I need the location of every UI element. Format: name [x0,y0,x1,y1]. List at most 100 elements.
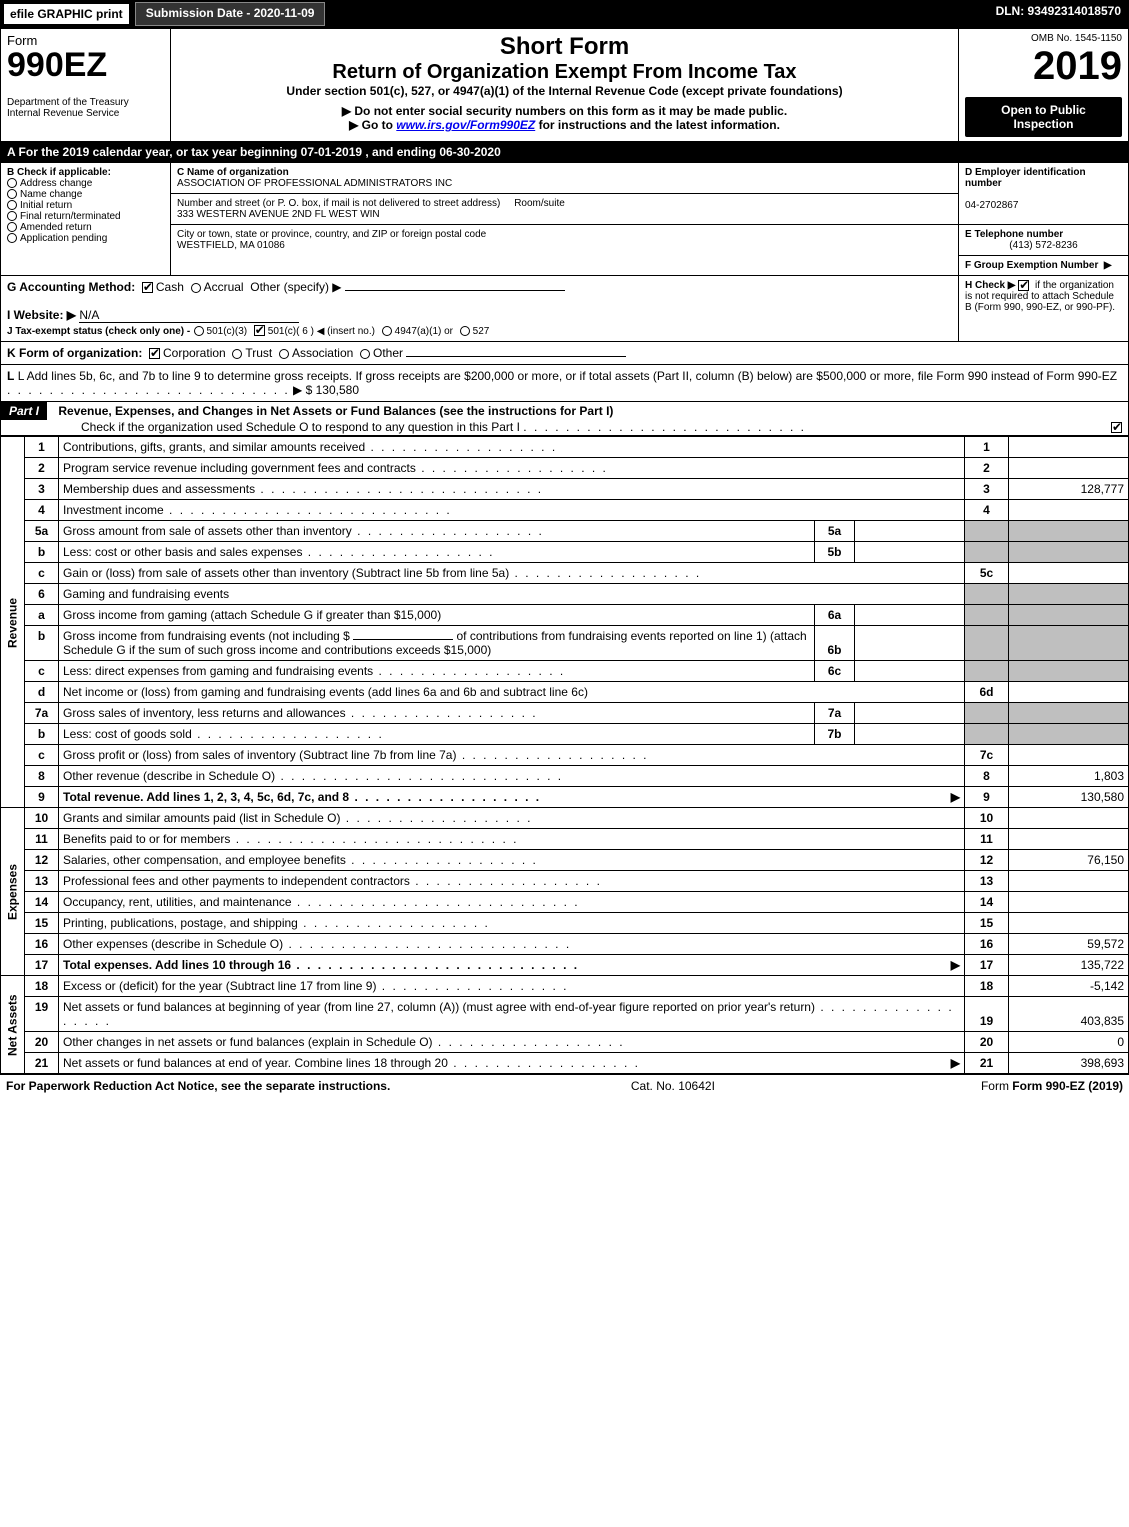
radio-501c3[interactable] [194,326,204,336]
under-section: Under section 501(c), 527, or 4947(a)(1)… [177,84,952,98]
line-16-rnum: 16 [965,934,1009,955]
part-i-schedule-o-check[interactable] [1111,422,1122,433]
check-final-return[interactable] [7,211,17,221]
line-5c-val [1009,563,1129,584]
line-7b-sval [855,724,965,745]
line-7a-snum: 7a [815,703,855,724]
street-label: Number and street (or P. O. box, if mail… [177,198,500,209]
line-5b-desc: Less: cost or other basis and sales expe… [63,545,495,559]
room-suite-label: Room/suite [514,198,565,209]
line-9-num: 9 [25,787,59,808]
part-i-check-text: Check if the organization used Schedule … [1,420,520,434]
other-org-input[interactable] [406,356,626,357]
check-name-change[interactable] [7,189,17,199]
address-change-label: Address change [20,178,92,189]
name-change-label: Name change [20,189,82,200]
check-trust[interactable] [232,349,242,359]
check-address-change[interactable] [7,178,17,188]
line-6a-rgray [965,605,1009,626]
part-i-heading: Revenue, Expenses, and Changes in Net As… [50,404,613,418]
c-name-label: C Name of organization [177,167,289,178]
501c3-label: 501(c)(3) [207,326,248,337]
line-20-num: 20 [25,1032,59,1053]
goto-line: ▶ Go to www.irs.gov/Form990EZ for instru… [177,118,952,132]
line-19-desc: Net assets or fund balances at beginning… [63,1000,954,1028]
radio-4947[interactable] [382,326,392,336]
line-6d-desc: Net income or (loss) from gaming and fun… [59,682,965,703]
h-checkbox[interactable] [1018,280,1029,291]
line-5b-rgray [965,542,1009,563]
check-corporation[interactable] [149,348,160,359]
line-21-num: 21 [25,1053,59,1074]
goto-suffix: for instructions and the latest informat… [539,118,780,132]
line-7a-num: 7a [25,703,59,724]
initial-return-label: Initial return [20,200,72,211]
line-13-num: 13 [25,871,59,892]
line-10-rnum: 10 [965,808,1009,829]
website-value: N/A [79,308,299,323]
line-6d-val [1009,682,1129,703]
line-18-val: -5,142 [1009,976,1129,997]
accrual-label: Accrual [204,280,244,294]
f-arrow: ▶ [1104,260,1112,271]
part-i-table: Revenue 1 Contributions, gifts, grants, … [0,436,1129,1074]
submission-date-badge: Submission Date - 2020-11-09 [135,2,326,26]
k-label: K Form of organization: [7,346,142,360]
check-accrual[interactable] [191,283,201,293]
form-table: Form 990EZ Short Form Return of Organiza… [0,28,1129,436]
phone-value: (413) 572-8236 [965,240,1122,251]
efile-print-button[interactable]: efile GRAPHIC print [2,2,131,26]
line-1-rnum: 1 [965,437,1009,458]
i-website-label: I Website: ▶ [7,308,76,322]
e-phone-label: E Telephone number [965,229,1063,240]
line-15-desc: Printing, publications, postage, and shi… [63,916,490,930]
short-form-title: Short Form [177,33,952,61]
line-7b-snum: 7b [815,724,855,745]
line-7a-rvgray [1009,703,1129,724]
dln-label: DLN: 93492314018570 [988,0,1129,28]
l-text: L Add lines 5b, 6c, and 7b to line 9 to … [18,369,1117,383]
line-6b-blank[interactable] [353,639,453,640]
line-6c-desc: Less: direct expenses from gaming and fu… [63,664,565,678]
application-pending-label: Application pending [20,233,107,244]
check-other-org[interactable] [360,349,370,359]
line-6a-desc: Gross income from gaming (attach Schedul… [59,605,815,626]
line-9-rnum: 9 [965,787,1009,808]
radio-501c[interactable] [254,325,265,336]
line-7a-sval [855,703,965,724]
check-application-pending[interactable] [7,233,17,243]
line-18-desc: Excess or (deficit) for the year (Subtra… [63,979,568,993]
other-specify-label: Other (specify) ▶ [250,280,341,294]
top-bar: efile GRAPHIC print Submission Date - 20… [0,0,1129,28]
line-11-rnum: 11 [965,829,1009,850]
irs-link[interactable]: www.irs.gov/Form990EZ [396,118,535,132]
line-7b-desc: Less: cost of goods sold [63,727,384,741]
line-3-desc: Membership dues and assessments [63,482,543,496]
line-3-val: 128,777 [1009,479,1129,500]
line-2-desc: Program service revenue including govern… [63,461,608,475]
line-7c-val [1009,745,1129,766]
check-association[interactable] [279,349,289,359]
line-13-rnum: 13 [965,871,1009,892]
line-17-val: 135,722 [1009,955,1129,976]
radio-527[interactable] [460,326,470,336]
amended-return-label: Amended return [20,222,92,233]
check-cash[interactable] [142,282,153,293]
line-7b-rgray [965,724,1009,745]
expenses-section-label: Expenses [1,808,25,976]
line-20-val: 0 [1009,1032,1129,1053]
line-18-num: 18 [25,976,59,997]
4947-label: 4947(a)(1) or [395,326,453,337]
line-6b-rgray [965,626,1009,661]
other-specify-input[interactable] [345,290,565,291]
line-6a-snum: 6a [815,605,855,626]
line-6b-rvgray [1009,626,1129,661]
line-5c-desc: Gain or (loss) from sale of assets other… [63,566,701,580]
check-amended-return[interactable] [7,222,17,232]
line-11-num: 11 [25,829,59,850]
line-7c-desc: Gross profit or (loss) from sales of inv… [63,748,649,762]
line-7c-rnum: 7c [965,745,1009,766]
line-10-desc: Grants and similar amounts paid (list in… [63,811,532,825]
check-initial-return[interactable] [7,200,17,210]
line-17-desc: Total expenses. Add lines 10 through 16 [63,958,579,972]
